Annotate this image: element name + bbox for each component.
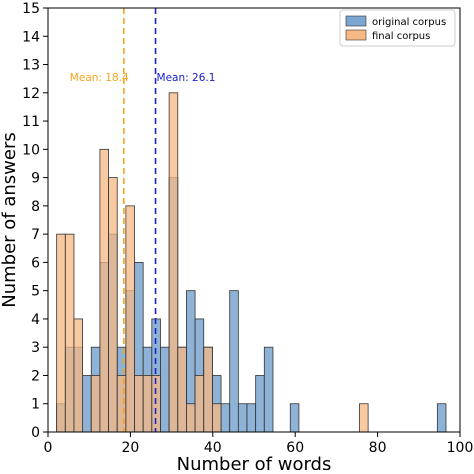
bar-original (289, 403, 300, 433)
bar-final (203, 346, 213, 433)
bar-final (134, 375, 144, 433)
bar-final (211, 403, 222, 433)
bar-final (73, 318, 84, 433)
legend-swatch (345, 15, 367, 27)
bar-final (186, 403, 196, 433)
y-tick-label: 1 (31, 397, 40, 413)
mean-label: Mean: 26.1 (157, 72, 216, 84)
bar-original (237, 403, 248, 433)
y-tick-label: 0 (31, 425, 40, 441)
y-tick-label: 12 (22, 86, 40, 102)
y-tick-label: 7 (31, 227, 40, 243)
x-tick-label: 40 (204, 440, 222, 456)
legend-label: final corpus (372, 31, 430, 42)
bar-original (246, 403, 257, 433)
bar-final (359, 403, 369, 433)
bar-final (168, 92, 179, 433)
bar-original (220, 403, 231, 433)
y-tick-label: 15 (22, 1, 40, 17)
y-tick-label: 4 (31, 312, 40, 328)
legend-label: original corpus (372, 17, 446, 28)
bar-final (194, 375, 205, 433)
x-tick-label: 0 (44, 440, 53, 456)
axes-frame (47, 7, 461, 433)
bar-final (64, 233, 75, 433)
bar-original (160, 346, 170, 433)
bar-final (108, 177, 118, 433)
x-axis-label: Number of words (177, 454, 332, 470)
y-tick-label: 8 (31, 199, 40, 215)
y-tick-label: 14 (22, 29, 40, 45)
bar-original (82, 375, 92, 433)
x-tick-label: 20 (121, 440, 139, 456)
y-tick-label: 2 (31, 368, 40, 384)
legend-box (339, 9, 456, 47)
y-tick-label: 11 (22, 114, 40, 130)
bar-original (255, 375, 265, 433)
bar-original (229, 290, 239, 433)
x-tick-label: 60 (286, 440, 304, 456)
y-tick-label: 6 (31, 255, 40, 271)
mean-label: Mean: 18.4 (70, 72, 129, 84)
bar-final (142, 375, 153, 433)
y-tick-label: 13 (22, 58, 40, 74)
bar-final (177, 346, 187, 433)
y-tick-label: 5 (31, 284, 40, 300)
bar-final (125, 205, 135, 433)
x-tick-label: 80 (369, 440, 387, 456)
bar-original (263, 346, 274, 433)
y-tick-label: 9 (31, 171, 40, 187)
bar-final (90, 375, 101, 433)
x-tick-label: 100 (447, 440, 474, 456)
y-axis-label: Number of answers (0, 132, 20, 308)
y-tick-label: 10 (22, 142, 40, 158)
bar-final (56, 233, 66, 433)
y-tick-label: 3 (31, 340, 40, 356)
bar-final (99, 148, 109, 433)
legend-swatch (345, 29, 367, 41)
bar-original (436, 403, 447, 433)
